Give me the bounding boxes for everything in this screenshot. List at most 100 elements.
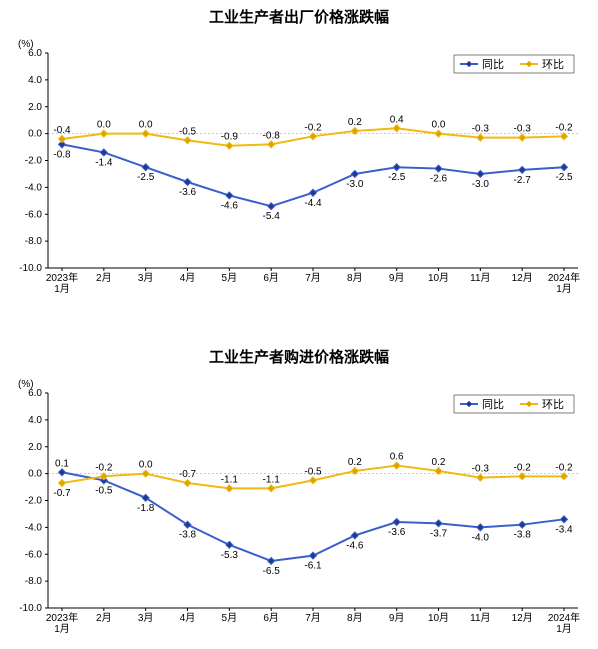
svg-text:11月: 11月 — [470, 272, 490, 284]
svg-text:5月: 5月 — [222, 612, 238, 624]
svg-text:-6.1: -6.1 — [304, 561, 322, 572]
svg-text:-0.3: -0.3 — [472, 464, 490, 475]
svg-text:-4.6: -4.6 — [346, 540, 364, 551]
svg-text:-0.8: -0.8 — [53, 149, 71, 160]
svg-text:-3.0: -3.0 — [346, 179, 364, 190]
svg-text:-3.6: -3.6 — [388, 527, 406, 538]
svg-text:-4.6: -4.6 — [221, 200, 239, 211]
svg-text:11月: 11月 — [470, 612, 490, 624]
svg-text:0.0: 0.0 — [28, 469, 42, 480]
svg-text:4.0: 4.0 — [28, 75, 42, 86]
ppi-factory-chart: 工业生产者出厂价格涨跌幅 (%)-10.0-8.0-6.0-4.0-2.00.0… — [0, 0, 598, 300]
svg-text:5月: 5月 — [222, 272, 238, 284]
svg-text:2月: 2月 — [96, 612, 112, 624]
svg-text:0.2: 0.2 — [348, 117, 362, 128]
svg-text:-1.4: -1.4 — [95, 157, 113, 168]
svg-text:-2.6: -2.6 — [430, 174, 448, 185]
svg-text:-0.4: -0.4 — [53, 125, 71, 136]
svg-text:10月: 10月 — [428, 272, 449, 284]
svg-text:2024年: 2024年 — [548, 271, 580, 284]
svg-text:-0.2: -0.2 — [555, 462, 573, 473]
svg-text:-4.4: -4.4 — [304, 198, 322, 209]
svg-text:9月: 9月 — [389, 272, 405, 284]
svg-text:-0.8: -0.8 — [263, 130, 281, 141]
svg-text:-1.8: -1.8 — [137, 503, 155, 514]
svg-text:2023年: 2023年 — [46, 611, 78, 624]
svg-text:-0.5: -0.5 — [179, 126, 197, 137]
svg-text:-3.0: -3.0 — [472, 179, 490, 190]
svg-text:12月: 12月 — [512, 272, 533, 284]
svg-text:-0.3: -0.3 — [514, 124, 532, 135]
svg-text:4.0: 4.0 — [28, 415, 42, 426]
svg-text:2月: 2月 — [96, 272, 112, 284]
svg-text:同比: 同比 — [482, 58, 504, 71]
svg-text:0.1: 0.1 — [55, 458, 69, 469]
svg-text:环比: 环比 — [542, 58, 564, 71]
chart1-plot: (%)-10.0-8.0-6.0-4.0-2.00.02.04.06.02023… — [0, 27, 598, 301]
svg-text:-6.0: -6.0 — [25, 209, 43, 220]
svg-text:-1.1: -1.1 — [263, 474, 281, 485]
svg-text:-4.0: -4.0 — [25, 522, 43, 533]
svg-text:-8.0: -8.0 — [25, 236, 43, 247]
svg-text:1月: 1月 — [556, 283, 572, 295]
svg-text:3月: 3月 — [138, 612, 154, 624]
svg-text:-4.0: -4.0 — [25, 182, 43, 193]
svg-text:-2.5: -2.5 — [388, 172, 406, 183]
svg-text:同比: 同比 — [482, 398, 504, 411]
svg-text:8月: 8月 — [347, 272, 363, 284]
svg-text:-0.3: -0.3 — [472, 124, 490, 135]
svg-text:-0.2: -0.2 — [95, 462, 113, 473]
svg-text:4月: 4月 — [180, 272, 196, 284]
svg-text:6.0: 6.0 — [28, 388, 42, 399]
svg-text:2.0: 2.0 — [28, 442, 42, 453]
svg-text:环比: 环比 — [542, 398, 564, 411]
chart1-title: 工业生产者出厂价格涨跌幅 — [0, 0, 598, 27]
svg-text:-0.9: -0.9 — [221, 132, 239, 143]
svg-text:0.2: 0.2 — [348, 457, 362, 468]
svg-text:10月: 10月 — [428, 612, 449, 624]
svg-text:-10.0: -10.0 — [19, 603, 42, 614]
svg-text:-0.2: -0.2 — [555, 122, 573, 133]
svg-text:2023年: 2023年 — [46, 271, 78, 284]
svg-text:-1.1: -1.1 — [221, 474, 239, 485]
svg-text:-2.0: -2.0 — [25, 156, 43, 167]
svg-text:-5.3: -5.3 — [221, 550, 239, 561]
svg-text:-6.5: -6.5 — [263, 566, 281, 577]
svg-text:7月: 7月 — [305, 612, 321, 624]
svg-text:-3.4: -3.4 — [555, 524, 573, 535]
svg-text:-10.0: -10.0 — [19, 263, 42, 274]
svg-text:0.0: 0.0 — [28, 129, 42, 140]
svg-text:4月: 4月 — [180, 612, 196, 624]
svg-text:2.0: 2.0 — [28, 102, 42, 113]
svg-text:6月: 6月 — [263, 612, 279, 624]
svg-text:-3.8: -3.8 — [514, 530, 532, 541]
svg-text:-3.7: -3.7 — [430, 528, 448, 539]
svg-text:2024年: 2024年 — [548, 611, 580, 624]
svg-text:-6.0: -6.0 — [25, 549, 43, 560]
svg-text:1月: 1月 — [54, 283, 70, 295]
chart2-title: 工业生产者购进价格涨跌幅 — [0, 340, 598, 367]
svg-text:6.0: 6.0 — [28, 48, 42, 59]
svg-text:6月: 6月 — [263, 272, 279, 284]
svg-text:-3.8: -3.8 — [179, 530, 197, 541]
svg-text:0.2: 0.2 — [432, 457, 446, 468]
svg-text:-2.0: -2.0 — [25, 496, 43, 507]
svg-text:-3.6: -3.6 — [179, 187, 197, 198]
svg-text:0.4: 0.4 — [390, 114, 404, 125]
svg-text:-0.2: -0.2 — [514, 462, 532, 473]
svg-text:-0.2: -0.2 — [304, 122, 322, 133]
svg-text:-2.7: -2.7 — [514, 175, 532, 186]
svg-text:-0.7: -0.7 — [53, 488, 71, 499]
svg-text:8月: 8月 — [347, 612, 363, 624]
svg-text:0.0: 0.0 — [97, 120, 111, 131]
svg-text:-2.5: -2.5 — [137, 172, 155, 183]
svg-text:-0.5: -0.5 — [95, 485, 113, 496]
chart2-plot: (%)-10.0-8.0-6.0-4.0-2.00.02.04.06.02023… — [0, 367, 598, 641]
svg-text:-2.5: -2.5 — [555, 172, 573, 183]
svg-text:0.6: 0.6 — [390, 452, 404, 463]
svg-text:12月: 12月 — [512, 612, 533, 624]
ppi-purchase-chart: 工业生产者购进价格涨跌幅 (%)-10.0-8.0-6.0-4.0-2.00.0… — [0, 340, 598, 640]
svg-text:0.0: 0.0 — [139, 120, 153, 131]
svg-text:0.0: 0.0 — [139, 460, 153, 471]
svg-text:-4.0: -4.0 — [472, 532, 490, 543]
